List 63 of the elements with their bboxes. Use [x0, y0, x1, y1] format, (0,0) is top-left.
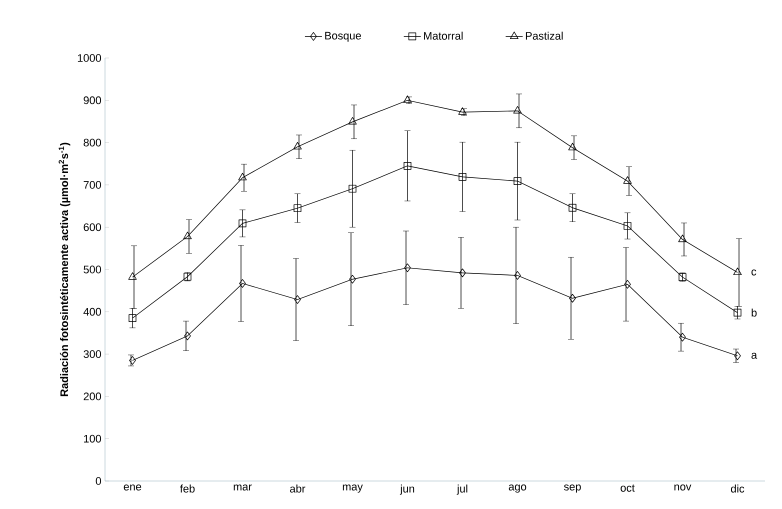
point [568, 142, 577, 150]
point [294, 204, 302, 212]
point [679, 332, 686, 342]
legend-label: Bosque [325, 32, 361, 42]
x-tick-label: jun [400, 484, 414, 495]
y-tick-label: 600 [84, 223, 102, 232]
point [294, 295, 301, 304]
x-tick-label: sep [564, 484, 581, 493]
x-tick-label: ago [508, 484, 526, 493]
point [678, 234, 687, 242]
point [403, 95, 412, 103]
y-tick-label: 900 [84, 96, 102, 104]
point [184, 332, 191, 340]
x-tick-label: feb [180, 484, 195, 493]
point [733, 268, 742, 276]
annotation: c [751, 269, 756, 276]
point [458, 107, 467, 115]
annotation: a [751, 352, 758, 359]
point [404, 162, 412, 170]
legend-label: Matorral [424, 32, 463, 40]
annotation: b [752, 308, 757, 317]
point [404, 263, 411, 272]
x-tick-label: mar [234, 484, 252, 491]
point [293, 142, 302, 150]
point [183, 232, 192, 240]
point [514, 177, 522, 185]
legend-label: Pastizal [526, 32, 563, 40]
y-tick-label: 200 [84, 392, 102, 400]
x-tick-label: ene [124, 484, 142, 491]
point [349, 274, 356, 284]
x-tick-label: nov [674, 484, 692, 491]
y-tick-label: 500 [84, 266, 102, 274]
point [459, 268, 466, 278]
x-tick-label: dic [730, 484, 744, 493]
x-tick-label: may [342, 484, 363, 493]
point [569, 294, 576, 303]
x-tick-label: jul [456, 484, 468, 495]
point [238, 220, 246, 228]
point [348, 184, 356, 193]
y-tick-label: 400 [83, 308, 102, 316]
point [238, 172, 247, 180]
point [514, 271, 521, 280]
text: Radiación fotosintéticamente activa (µmol·m$^{2}$s$^{-1}$) [58, 142, 70, 396]
point [624, 222, 632, 230]
point [348, 117, 357, 124]
y-tick-label: 100 [84, 434, 102, 443]
point [734, 308, 742, 316]
point [239, 279, 246, 288]
point [128, 314, 136, 322]
y-tick-label: 700 [84, 181, 102, 189]
y-tick-label: 1000 [78, 54, 102, 62]
y-tick-label: 800 [84, 138, 102, 146]
point [128, 272, 137, 280]
y-tick-label: 0 [96, 477, 102, 485]
point [513, 106, 522, 114]
y-tick-label: 300 [84, 350, 102, 358]
point [458, 173, 466, 181]
point [624, 280, 631, 289]
point [568, 204, 576, 212]
point [734, 351, 741, 360]
x-tick-label: oct [620, 484, 635, 492]
point [623, 176, 632, 184]
x-tick-label: abr [290, 484, 306, 493]
